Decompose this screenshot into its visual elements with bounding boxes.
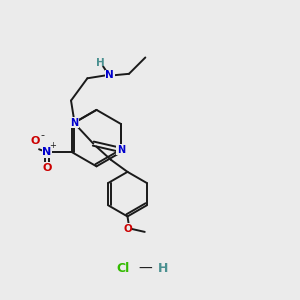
Text: H: H: [158, 262, 169, 275]
Text: H: H: [96, 58, 105, 68]
Text: N: N: [70, 118, 78, 128]
Text: O: O: [42, 163, 52, 173]
Text: -: -: [40, 130, 44, 140]
Text: N: N: [117, 145, 125, 155]
Text: N: N: [42, 147, 51, 157]
Text: Cl: Cl: [117, 262, 130, 275]
Text: N: N: [105, 70, 114, 80]
Text: —: —: [139, 262, 152, 276]
Text: O: O: [123, 224, 132, 234]
Text: +: +: [49, 141, 56, 150]
Text: O: O: [31, 136, 40, 146]
